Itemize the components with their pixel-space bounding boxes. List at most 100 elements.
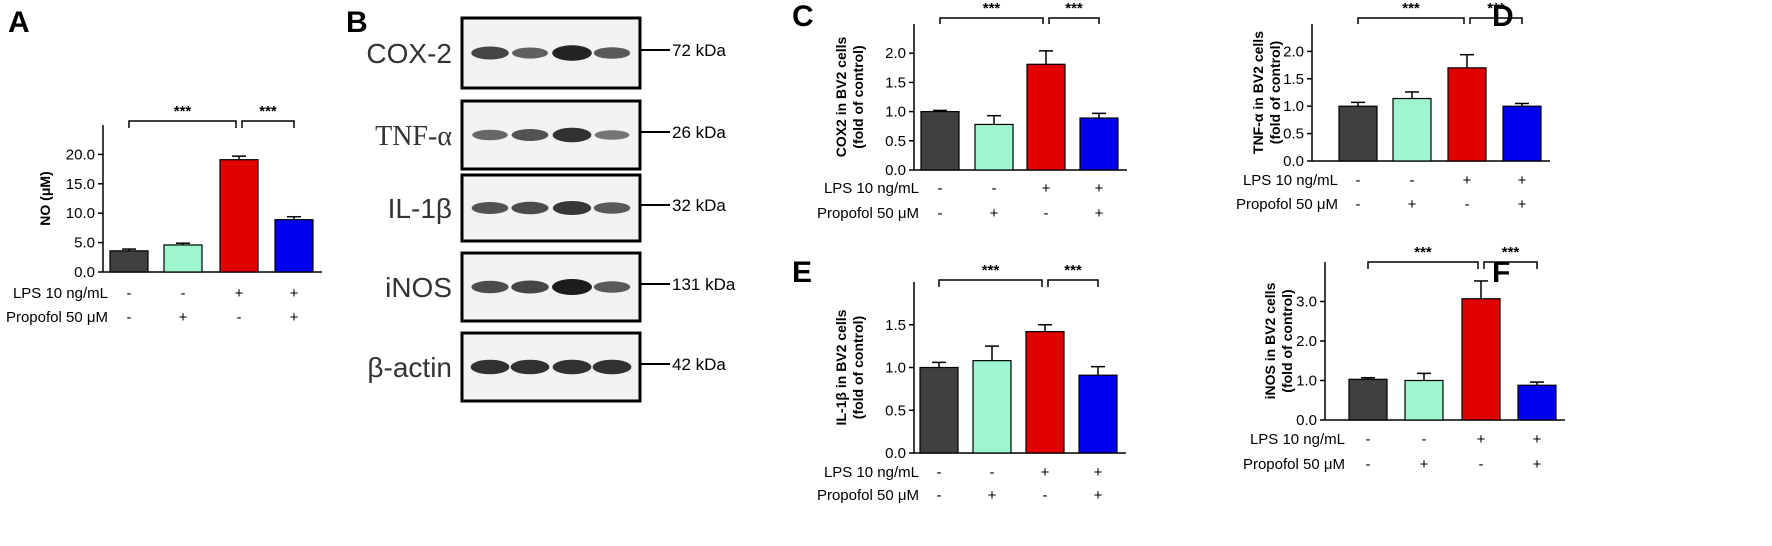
y-tick-label: 15.0 [66, 176, 95, 193]
bar [1078, 374, 1118, 454]
bar [1338, 105, 1378, 162]
blot-band [470, 359, 510, 375]
bar [1502, 105, 1542, 162]
condition-sign: + [1095, 180, 1104, 197]
significance-bracket [128, 120, 237, 128]
y-tick-label: 0.0 [885, 445, 906, 462]
condition-sign: + [1094, 464, 1103, 481]
significance-label: *** [1487, 0, 1505, 17]
condition-sign: + [1463, 172, 1472, 189]
condition-label: Propofol 50 μM [6, 309, 108, 326]
panel-c: C 0.0 0.5 1.0 1.5 2.0 COX2 in BV2 cells(fold o… [792, 0, 1127, 222]
molecular-weight-label: 131 kDa [672, 275, 736, 294]
condition-sign: - [1479, 456, 1484, 473]
y-axis-label: iNOS in BV2 cells(fold of control) [1262, 282, 1295, 399]
blot-band [471, 202, 509, 214]
blot-band [472, 129, 508, 141]
significance-label: *** [1065, 0, 1083, 17]
molecular-weight-label: 32 kDa [672, 196, 726, 215]
bar [919, 366, 959, 454]
blot-band [552, 201, 592, 215]
blot-band [511, 129, 549, 141]
y-tick-label: 1.5 [885, 74, 906, 91]
bar [1079, 117, 1119, 171]
blot-band [552, 127, 592, 143]
condition-sign: - [938, 180, 943, 197]
y-tick-label: 0.5 [1283, 126, 1304, 143]
significance-label: *** [1064, 262, 1082, 279]
bar [274, 219, 314, 273]
panel-letter: C [792, 0, 814, 33]
blot-protein-label: β-actin [367, 352, 452, 383]
y-tick-label: 1.0 [1283, 98, 1304, 115]
condition-sign: + [1095, 205, 1104, 222]
significance-bracket [1048, 17, 1100, 24]
y-tick-label: 1.5 [1283, 71, 1304, 88]
significance-bracket [241, 120, 295, 128]
condition-sign: + [1533, 456, 1542, 473]
panel-e: E 0.0 0.5 1.0 1.5 IL-1β in BV2 cells(fold of … [792, 256, 1126, 504]
significance-bracket [939, 17, 1044, 24]
condition-label: LPS 10 ng/mL [824, 464, 919, 481]
condition-sign: + [1518, 172, 1527, 189]
condition-sign: + [1477, 431, 1486, 448]
condition-sign: + [1533, 431, 1542, 448]
y-tick-label: 1.5 [885, 317, 906, 334]
condition-sign: - [237, 309, 242, 326]
y-tick-label: 2.0 [885, 45, 906, 62]
condition-sign: + [1420, 456, 1429, 473]
condition-sign: + [235, 285, 244, 302]
blot-protein-label: IL-1β [388, 193, 452, 224]
condition-sign: - [1356, 196, 1361, 213]
y-axis-label-line: NO (μM) [37, 171, 53, 225]
blot-band [471, 280, 509, 294]
bar [163, 244, 203, 273]
y-tick-label: 0.0 [1296, 412, 1317, 429]
blot-band [593, 281, 631, 293]
bar [1025, 330, 1065, 454]
condition-sign: - [990, 464, 995, 481]
blot-band [510, 359, 550, 375]
panel-a: A 0.0 5.0 10.0 15.0 20.0 NO (μM) *** *** LPS 10 n… [6, 6, 322, 326]
y-axis-label-line: iNOS in BV2 cells [1262, 282, 1278, 399]
bar [219, 159, 259, 273]
condition-sign: - [127, 285, 132, 302]
condition-sign: - [938, 205, 943, 222]
y-axis-label: IL-1β in BV2 cells(fold of control) [833, 309, 866, 425]
y-tick-label: 1.0 [885, 360, 906, 377]
blot-band [593, 202, 631, 214]
condition-sign: + [988, 487, 997, 504]
condition-label: Propofol 50 μM [817, 487, 919, 504]
bar [972, 360, 1012, 454]
condition-sign: - [127, 309, 132, 326]
molecular-weight-label: 26 kDa [672, 123, 726, 142]
significance-bracket [1483, 261, 1538, 269]
y-tick-label: 10.0 [66, 205, 95, 222]
condition-sign: - [1366, 431, 1371, 448]
y-axis-label: COX2 in BV2 cells(fold of control) [833, 36, 866, 157]
blot-band [511, 201, 549, 215]
condition-sign: + [1408, 196, 1417, 213]
panel-letter: A [8, 6, 30, 39]
panel-letter: D [1492, 0, 1514, 33]
panel-letter: F [1492, 256, 1510, 289]
condition-sign: + [1041, 464, 1050, 481]
condition-label: Propofol 50 μM [817, 205, 919, 222]
blot-band [594, 130, 630, 140]
bar [1392, 97, 1432, 162]
panel-letter: B [346, 6, 368, 39]
blot-protein-label: COX-2 [366, 38, 452, 69]
significance-label: *** [1402, 0, 1420, 17]
condition-sign: - [1043, 487, 1048, 504]
panel-letter: E [792, 256, 812, 289]
blot-protein-label: TNF-α [375, 121, 452, 152]
condition-label: Propofol 50 μM [1236, 196, 1338, 213]
y-tick-label: 1.0 [885, 104, 906, 121]
condition-label: LPS 10 ng/mL [1250, 431, 1345, 448]
condition-sign: + [1042, 180, 1051, 197]
y-tick-label: 1.0 [1296, 373, 1317, 390]
condition-sign: - [1410, 172, 1415, 189]
significance-label: *** [1502, 244, 1520, 261]
y-tick-label: 3.0 [1296, 294, 1317, 311]
